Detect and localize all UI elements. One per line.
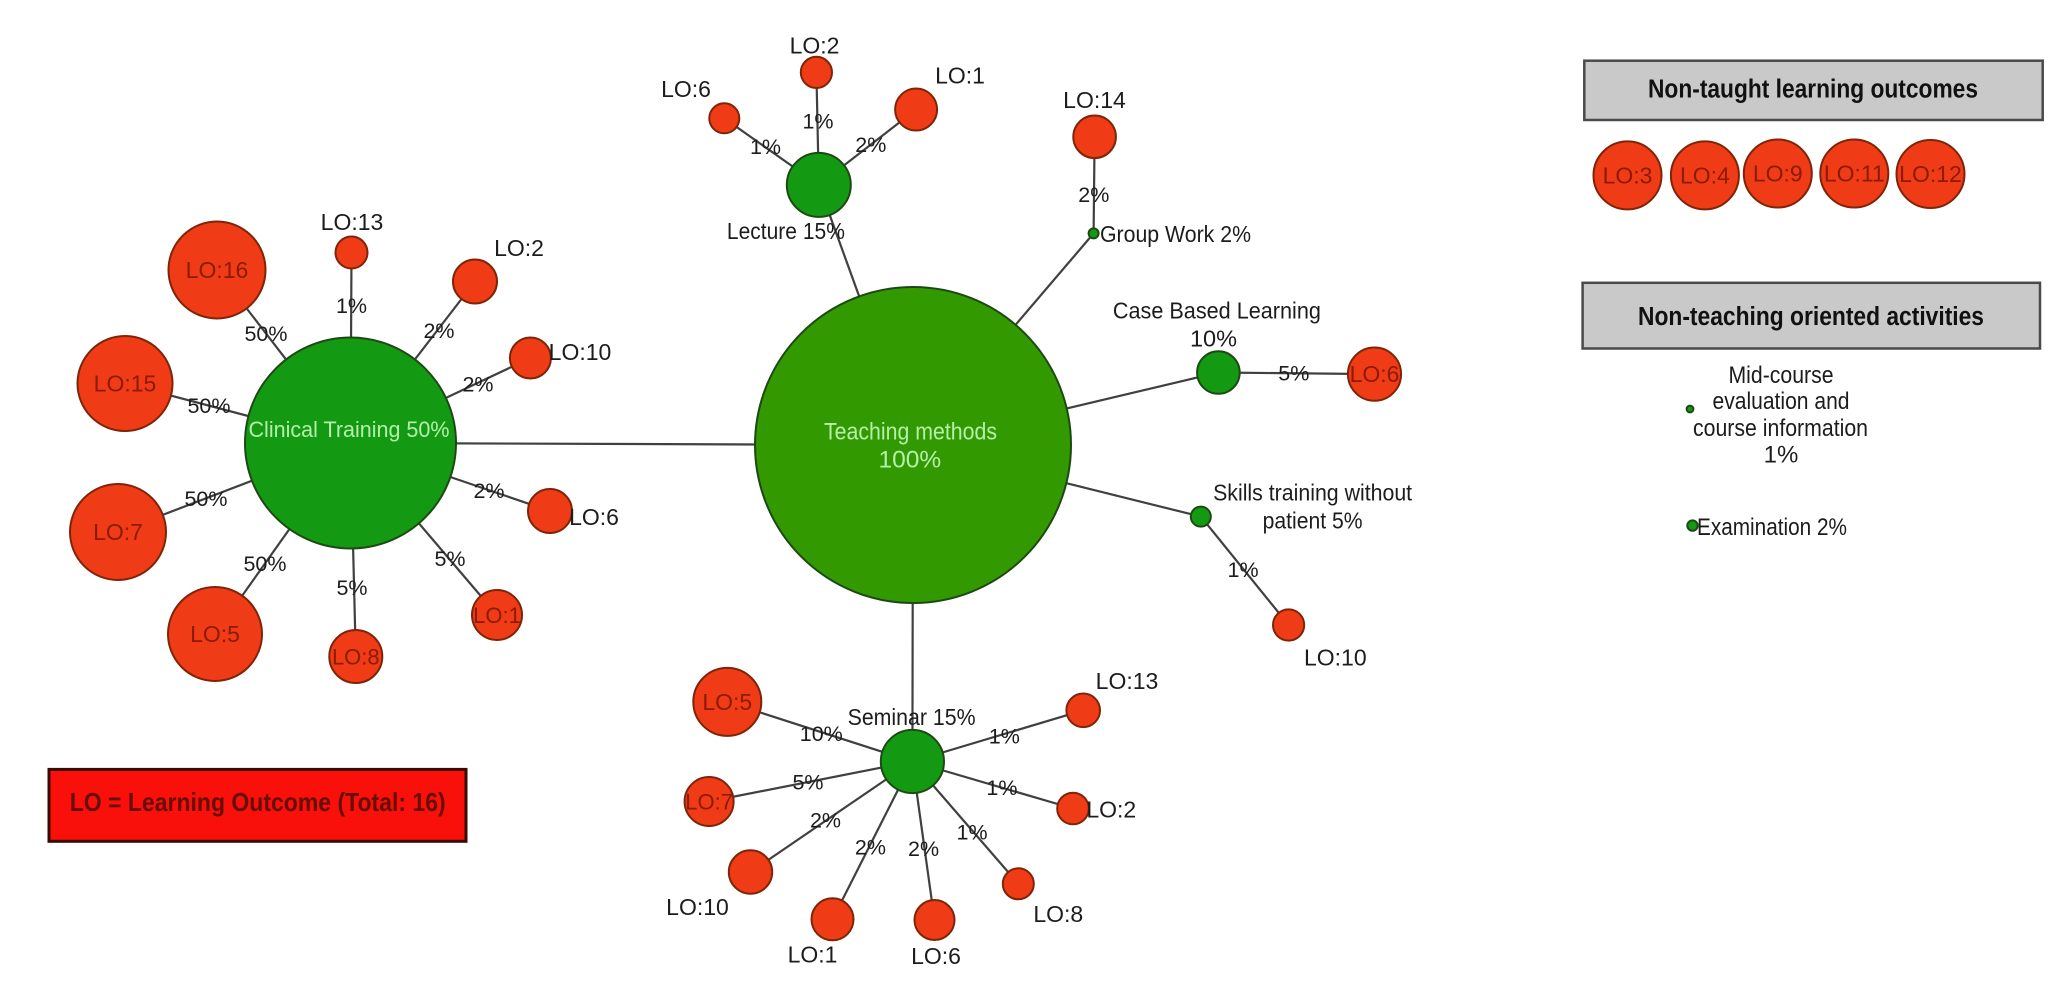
svg-text:1%: 1% (1228, 558, 1259, 582)
svg-text:1%: 1% (989, 725, 1020, 749)
svg-text:LO:5: LO:5 (190, 621, 240, 647)
svg-text:2%: 2% (423, 319, 454, 343)
svg-text:2%: 2% (855, 836, 886, 860)
svg-text:1%: 1% (986, 776, 1017, 800)
svg-text:Teaching methods: Teaching methods (824, 419, 997, 446)
svg-text:LO:9: LO:9 (1753, 161, 1803, 187)
svg-text:LO:1: LO:1 (935, 63, 985, 89)
svg-text:LO:2: LO:2 (790, 33, 840, 59)
svg-text:LO:7: LO:7 (93, 519, 143, 545)
svg-text:LO:14: LO:14 (1063, 87, 1126, 113)
svg-text:LO:7: LO:7 (685, 790, 733, 815)
svg-text:LO:11: LO:11 (1824, 161, 1885, 187)
svg-text:LO:6: LO:6 (911, 943, 961, 969)
svg-text:patient 5%: patient 5% (1263, 508, 1363, 534)
svg-text:LO:15: LO:15 (94, 371, 157, 397)
svg-text:Examination 2%: Examination 2% (1697, 514, 1847, 541)
svg-text:50%: 50% (184, 487, 227, 511)
svg-text:LO:16: LO:16 (186, 257, 249, 283)
svg-text:LO:3: LO:3 (1603, 162, 1653, 188)
svg-text:LO:13: LO:13 (1096, 668, 1159, 694)
svg-text:Non-teaching oriented activiti: Non-teaching oriented activities (1638, 303, 1984, 331)
svg-text:2%: 2% (855, 133, 886, 157)
svg-text:2%: 2% (1078, 183, 1109, 207)
svg-text:LO:6: LO:6 (569, 504, 619, 530)
svg-text:1%: 1% (750, 135, 781, 159)
svg-text:LO:10: LO:10 (1304, 645, 1367, 671)
svg-text:Case Based Learning: Case Based Learning (1113, 297, 1321, 323)
svg-text:LO:2: LO:2 (1086, 797, 1136, 823)
svg-text:LO:13: LO:13 (321, 209, 384, 235)
svg-text:1%: 1% (1764, 441, 1799, 468)
svg-text:50%: 50% (243, 552, 286, 576)
svg-text:2%: 2% (908, 837, 939, 861)
svg-text:Non-taught learning outcomes: Non-taught learning outcomes (1648, 76, 1978, 104)
svg-text:Seminar 15%: Seminar 15% (848, 704, 976, 730)
svg-text:LO:10: LO:10 (666, 894, 729, 920)
svg-text:Mid-course: Mid-course (1729, 362, 1834, 389)
svg-text:1%: 1% (957, 821, 988, 845)
svg-text:Group Work 2%: Group Work 2% (1100, 221, 1251, 247)
svg-text:LO:4: LO:4 (1680, 162, 1730, 188)
svg-text:5%: 5% (1278, 362, 1309, 386)
svg-text:LO:1: LO:1 (788, 942, 838, 968)
svg-text:2%: 2% (462, 373, 493, 397)
svg-text:Clinical Training 50%: Clinical Training 50% (249, 417, 450, 442)
svg-text:LO:8: LO:8 (332, 645, 380, 670)
svg-text:50%: 50% (187, 394, 230, 418)
svg-text:LO:6: LO:6 (661, 76, 711, 102)
svg-text:5%: 5% (792, 771, 823, 795)
svg-text:Skills training without: Skills training without (1213, 480, 1413, 506)
svg-text:100%: 100% (878, 447, 941, 474)
svg-text:LO:10: LO:10 (549, 339, 612, 365)
svg-text:LO:2: LO:2 (494, 235, 544, 261)
svg-text:5%: 5% (336, 576, 367, 600)
svg-text:10%: 10% (1190, 325, 1237, 351)
svg-text:1%: 1% (336, 294, 367, 318)
svg-text:2%: 2% (473, 479, 504, 503)
svg-text:LO:5: LO:5 (702, 689, 752, 715)
svg-text:LO:12: LO:12 (1899, 161, 1962, 187)
svg-text:Lecture 15%: Lecture 15% (727, 218, 845, 244)
svg-text:5%: 5% (434, 547, 465, 571)
svg-text:LO:8: LO:8 (1033, 901, 1083, 927)
svg-text:course information: course information (1693, 415, 1868, 442)
svg-text:LO:6: LO:6 (1350, 361, 1400, 387)
svg-text:LO = Learning Outcome (Total:: LO = Learning Outcome (Total: 16) (70, 787, 446, 817)
svg-text:LO:1: LO:1 (473, 603, 521, 628)
svg-text:10%: 10% (800, 722, 843, 746)
svg-text:50%: 50% (244, 322, 287, 346)
svg-text:2%: 2% (810, 809, 841, 833)
svg-text:1%: 1% (802, 110, 833, 134)
svg-text:evaluation and: evaluation and (1713, 388, 1850, 415)
